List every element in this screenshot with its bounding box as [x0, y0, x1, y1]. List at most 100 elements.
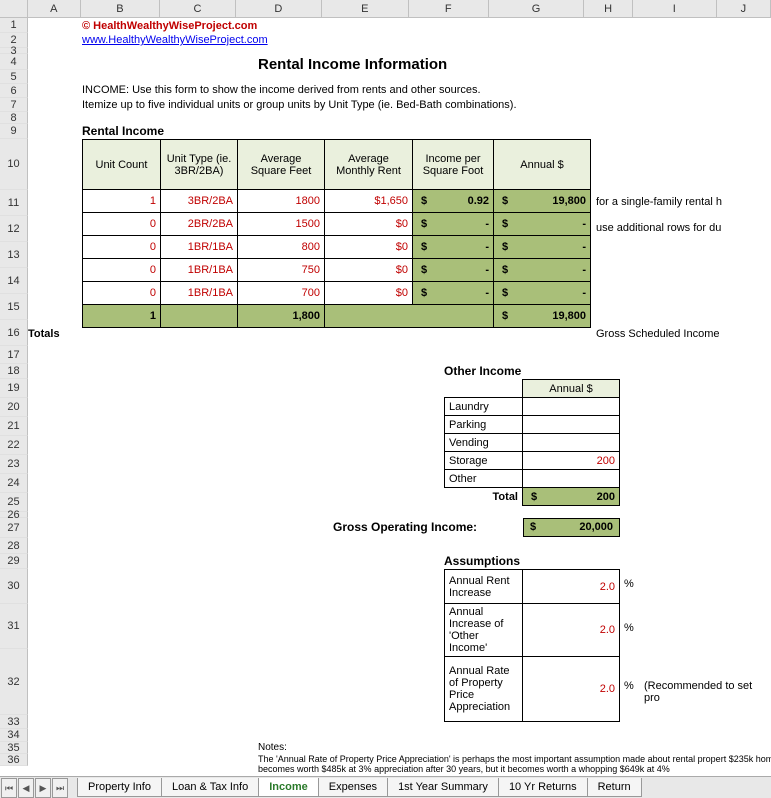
unit-count-cell[interactable]: 0 [83, 259, 161, 282]
sheet-tab[interactable]: 10 Yr Returns [498, 778, 588, 797]
row-header-27[interactable]: 27 [0, 518, 28, 538]
col-header-E[interactable]: E [322, 0, 409, 17]
row-header-36[interactable]: 36 [0, 754, 28, 766]
row-header-16[interactable]: 16 [0, 320, 28, 346]
row-header-31[interactable]: 31 [0, 604, 28, 649]
row-header-11[interactable]: 11 [0, 190, 28, 216]
row-header-17[interactable]: 17 [0, 346, 28, 364]
row-header-9[interactable]: 9 [0, 124, 28, 139]
col-header-B[interactable]: B [81, 0, 160, 17]
assumption-value[interactable]: 2.0 [523, 604, 620, 657]
row-header-33[interactable]: 33 [0, 715, 28, 729]
rent-cell[interactable]: $0 [325, 236, 413, 259]
unit-count-cell[interactable]: 0 [83, 282, 161, 305]
sqft-cell[interactable]: 750 [238, 259, 325, 282]
unit-type-cell[interactable]: 1BR/1BA [161, 282, 238, 305]
assumption-note: (Recommended to set pro [644, 680, 771, 704]
sqft-cell[interactable]: 800 [238, 236, 325, 259]
row-header-18[interactable]: 18 [0, 364, 28, 379]
col-header-J[interactable]: J [717, 0, 771, 17]
sheet-tab[interactable]: Expenses [318, 778, 388, 797]
other-value-cell[interactable] [523, 470, 620, 488]
sheet-tab[interactable]: Property Info [77, 778, 162, 797]
row-header-6[interactable]: 6 [0, 84, 28, 98]
row-header-4[interactable]: 4 [0, 54, 28, 70]
row-header-19[interactable]: 19 [0, 379, 28, 398]
row-header-12[interactable]: 12 [0, 216, 28, 242]
row-header-22[interactable]: 22 [0, 436, 28, 455]
col-header-D[interactable]: D [236, 0, 322, 17]
other-value-cell[interactable] [523, 398, 620, 416]
unit-count-cell[interactable]: 0 [83, 236, 161, 259]
row-header-20[interactable]: 20 [0, 398, 28, 417]
assumption-row: Annual Rate of Property Price Appreciati… [445, 657, 620, 722]
other-label-cell: Other [445, 470, 523, 488]
row-header-30[interactable]: 30 [0, 569, 28, 604]
row-header-21[interactable]: 21 [0, 417, 28, 436]
unit-type-cell[interactable]: 1BR/1BA [161, 259, 238, 282]
sheet-tab[interactable]: Income [258, 778, 319, 797]
other-value-cell[interactable] [523, 416, 620, 434]
sheet-tab[interactable]: 1st Year Summary [387, 778, 499, 797]
row-header-34[interactable]: 34 [0, 729, 28, 742]
row-header-13[interactable]: 13 [0, 242, 28, 268]
row-header-14[interactable]: 14 [0, 268, 28, 294]
row-header-28[interactable]: 28 [0, 538, 28, 554]
assumption-label: Annual Rate of Property Price Appreciati… [445, 657, 523, 722]
col-header-H[interactable]: H [584, 0, 632, 17]
percent-label: % [624, 680, 634, 692]
tab-nav-button[interactable]: ⏭ [52, 778, 68, 798]
rent-cell[interactable]: $0 [325, 259, 413, 282]
col-header-I[interactable]: I [633, 0, 717, 17]
row-header-10[interactable]: 10 [0, 139, 28, 190]
percent-label: % [624, 622, 634, 634]
unit-type-cell[interactable]: 1BR/1BA [161, 236, 238, 259]
tab-nav-button[interactable]: ⏮ [1, 778, 17, 798]
totals-note: Gross Scheduled Income [596, 328, 720, 340]
unit-type-cell[interactable]: 2BR/2BA [161, 213, 238, 236]
assumption-row: Annual Rent Increase2.0 [445, 570, 620, 604]
sheet-tab[interactable]: Loan & Tax Info [161, 778, 259, 797]
sqft-cell[interactable]: 1800 [238, 190, 325, 213]
col-header-F[interactable]: F [409, 0, 489, 17]
other-total-cell: $200 [523, 488, 620, 506]
rental-row: 13BR/2BA1800$1,650$0.92$19,800 [83, 190, 591, 213]
annual-cell: $- [494, 236, 591, 259]
col-header-G[interactable]: G [489, 0, 585, 17]
other-value-cell[interactable] [523, 434, 620, 452]
website-link[interactable]: www.HealthyWealthyWiseProject.com [82, 34, 268, 46]
row-header-5[interactable]: 5 [0, 70, 28, 84]
assumption-row: Annual Increase of 'Other Income'2.0 [445, 604, 620, 657]
unit-count-cell[interactable]: 0 [83, 213, 161, 236]
tab-nav-button[interactable]: ◀ [18, 778, 34, 798]
row-header-32[interactable]: 32 [0, 649, 28, 715]
sheet-tab[interactable]: Return [587, 778, 642, 797]
assumption-value[interactable]: 2.0 [523, 570, 620, 604]
row-header-23[interactable]: 23 [0, 455, 28, 474]
row-header-7[interactable]: 7 [0, 98, 28, 112]
col-header-C[interactable]: C [160, 0, 236, 17]
goi-value: $20,000 [523, 518, 620, 537]
row-header-15[interactable]: 15 [0, 294, 28, 320]
other-label-cell: Vending [445, 434, 523, 452]
unit-count-cell[interactable]: 1 [83, 190, 161, 213]
rent-cell[interactable]: $0 [325, 282, 413, 305]
row-header-24[interactable]: 24 [0, 474, 28, 493]
row-header-29[interactable]: 29 [0, 554, 28, 569]
rental-row: 02BR/2BA1500$0$-$- [83, 213, 591, 236]
sheet-area: © HealthWealthyWiseProject.com www.Healt… [28, 18, 771, 776]
row-header-1[interactable]: 1 [0, 18, 28, 33]
notes-text: The 'Annual Rate of Property Price Appre… [258, 754, 771, 774]
row-header-35[interactable]: 35 [0, 742, 28, 754]
rent-cell[interactable]: $1,650 [325, 190, 413, 213]
tab-nav-button[interactable]: ▶ [35, 778, 51, 798]
rent-cell[interactable]: $0 [325, 213, 413, 236]
sqft-cell[interactable]: 700 [238, 282, 325, 305]
row-header-8[interactable]: 8 [0, 112, 28, 124]
sqft-cell[interactable]: 1500 [238, 213, 325, 236]
assumption-value[interactable]: 2.0 [523, 657, 620, 722]
col-header-A[interactable]: A [28, 0, 81, 17]
sheet-tabs: ⏮◀▶⏭ Property InfoLoan & Tax InfoIncomeEx… [0, 776, 771, 798]
unit-type-cell[interactable]: 3BR/2BA [161, 190, 238, 213]
other-value-cell[interactable]: 200 [523, 452, 620, 470]
